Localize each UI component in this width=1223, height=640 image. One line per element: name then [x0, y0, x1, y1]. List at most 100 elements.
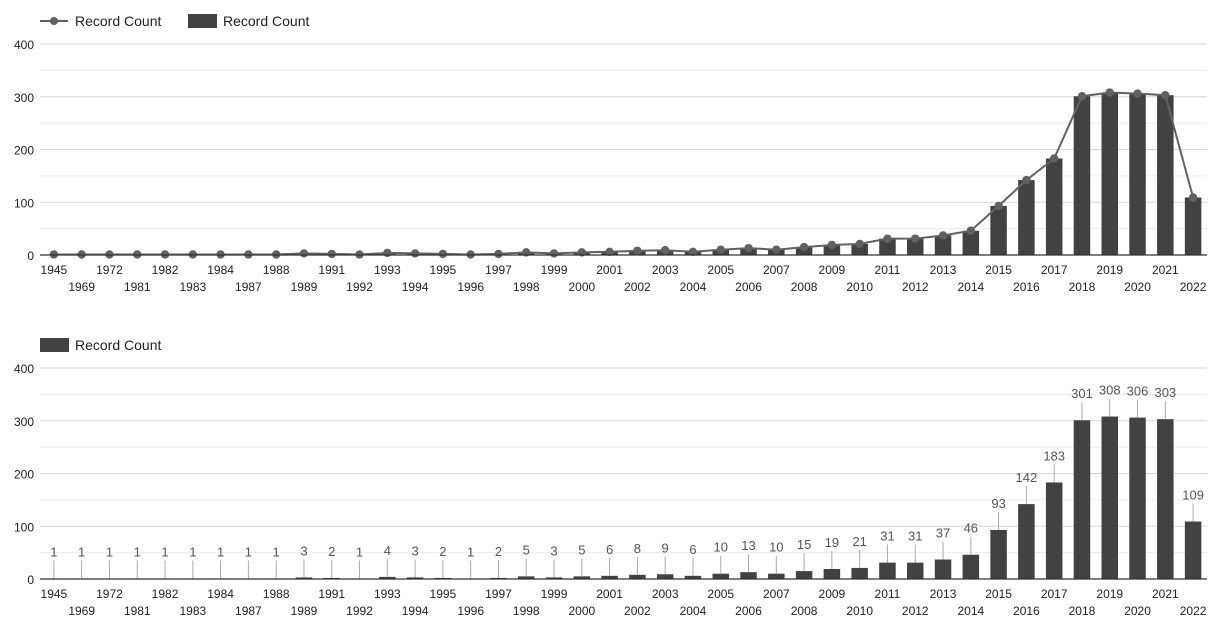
x-tick-label: 2020: [1124, 604, 1151, 618]
y-tick-label: 300: [14, 91, 34, 105]
line-point: [883, 234, 892, 243]
line-point: [966, 226, 976, 235]
x-tick-label: 2000: [568, 604, 595, 618]
x-tick-label: 1989: [291, 280, 318, 294]
line-point: [1133, 89, 1142, 98]
x-tick-label: 1994: [402, 280, 429, 294]
y-axis: 0 100 200 300 400: [14, 38, 34, 263]
x-tick-label: 1995: [430, 587, 457, 601]
legend-bar-swatch: [40, 338, 69, 352]
x-tick-label: 2007: [763, 263, 790, 277]
line-point: [938, 231, 948, 240]
bar: [907, 238, 924, 255]
y-tick-label: 300: [14, 415, 34, 429]
x-tick-label: 1999: [541, 263, 568, 277]
legend-line-marker: [50, 17, 58, 25]
x-tick-label: 1969: [68, 604, 95, 618]
x-tick-label: 2012: [902, 604, 929, 618]
x-tick-label: 1993: [374, 263, 401, 277]
x-tick-label: 2010: [846, 604, 873, 618]
x-tick-label: 2014: [957, 604, 984, 618]
data-label: 19: [825, 535, 839, 550]
x-tick-label: 2010: [846, 280, 873, 294]
x-tick-label: 2003: [652, 263, 679, 277]
x-tick-label: 2013: [930, 263, 957, 277]
data-label: 183: [1043, 448, 1065, 463]
legend-label: Record Count: [223, 13, 309, 29]
y-tick-label: 0: [27, 573, 34, 587]
x-tick-label: 1988: [263, 587, 290, 601]
line-point: [1105, 88, 1114, 97]
data-label: 1: [78, 544, 85, 559]
data-label: 1: [356, 544, 363, 559]
x-tick-label: 1981: [124, 604, 151, 618]
line-point: [660, 246, 670, 255]
bar: [1045, 158, 1063, 255]
legend-bar-swatch: [188, 14, 217, 28]
data-label: 306: [1127, 384, 1149, 399]
x-tick-label: 2005: [707, 587, 734, 601]
x-tick-label: 1972: [96, 587, 123, 601]
x-tick-label: 1983: [179, 604, 206, 618]
bar: [962, 230, 980, 255]
data-label: 31: [908, 529, 922, 544]
line-point: [1077, 92, 1087, 101]
data-label: 15: [797, 537, 811, 552]
data-label: 9: [662, 540, 669, 555]
bar: [907, 562, 924, 579]
x-tick-label: 2019: [1096, 587, 1123, 601]
x-tick-label: 2002: [624, 604, 651, 618]
x-tick-label: 2018: [1069, 280, 1096, 294]
line-point: [772, 245, 781, 254]
legend: Record Count: [40, 337, 161, 353]
data-label: 1: [134, 544, 141, 559]
data-label: 1: [273, 544, 280, 559]
data-label: 13: [741, 538, 755, 553]
x-tick-label: 1987: [235, 280, 262, 294]
bar: [1073, 96, 1091, 255]
line-point: [549, 249, 559, 258]
bar: [601, 575, 618, 579]
bar: [573, 576, 591, 579]
data-label: 31: [880, 529, 894, 544]
bar: [629, 574, 646, 579]
x-tick-label: 2011: [875, 263, 901, 277]
x-tick-label: 2016: [1013, 604, 1040, 618]
data-label: 1: [245, 544, 252, 559]
bar: [1184, 521, 1202, 579]
bar: [795, 571, 813, 579]
x-tick-label: 2014: [957, 280, 984, 294]
y-tick-label: 200: [14, 468, 34, 482]
x-tick-label: 2009: [819, 587, 846, 601]
x-tick-label: 1984: [207, 587, 234, 601]
data-label: 2: [495, 544, 502, 559]
data-label: 1: [217, 544, 224, 559]
x-tick-label: 2008: [791, 280, 818, 294]
data-label: 2: [439, 544, 446, 559]
line-point: [383, 248, 392, 258]
bar: [1018, 504, 1035, 579]
data-label: 5: [523, 542, 530, 557]
bar: [823, 244, 841, 255]
bar: [379, 576, 396, 579]
bars: [45, 416, 1202, 580]
x-tick-label: 1996: [457, 280, 484, 294]
x-tick-label: 1981: [124, 280, 151, 294]
data-label: 3: [550, 543, 557, 558]
x-tick-label: 2016: [1013, 280, 1040, 294]
line-point: [744, 243, 753, 253]
line-point: [1188, 193, 1198, 202]
data-label: 3: [411, 543, 418, 558]
bar: [1157, 419, 1174, 579]
line-point: [410, 249, 420, 258]
x-tick-label: 2022: [1180, 280, 1207, 294]
y-tick-label: 200: [14, 144, 34, 158]
x-tick-label: 2002: [624, 280, 651, 294]
bar: [851, 243, 868, 255]
x-tick-label: 1997: [485, 587, 512, 601]
x-tick-label: 2018: [1069, 604, 1096, 618]
data-label: 46: [964, 521, 978, 536]
gridlines: [40, 367, 1207, 554]
